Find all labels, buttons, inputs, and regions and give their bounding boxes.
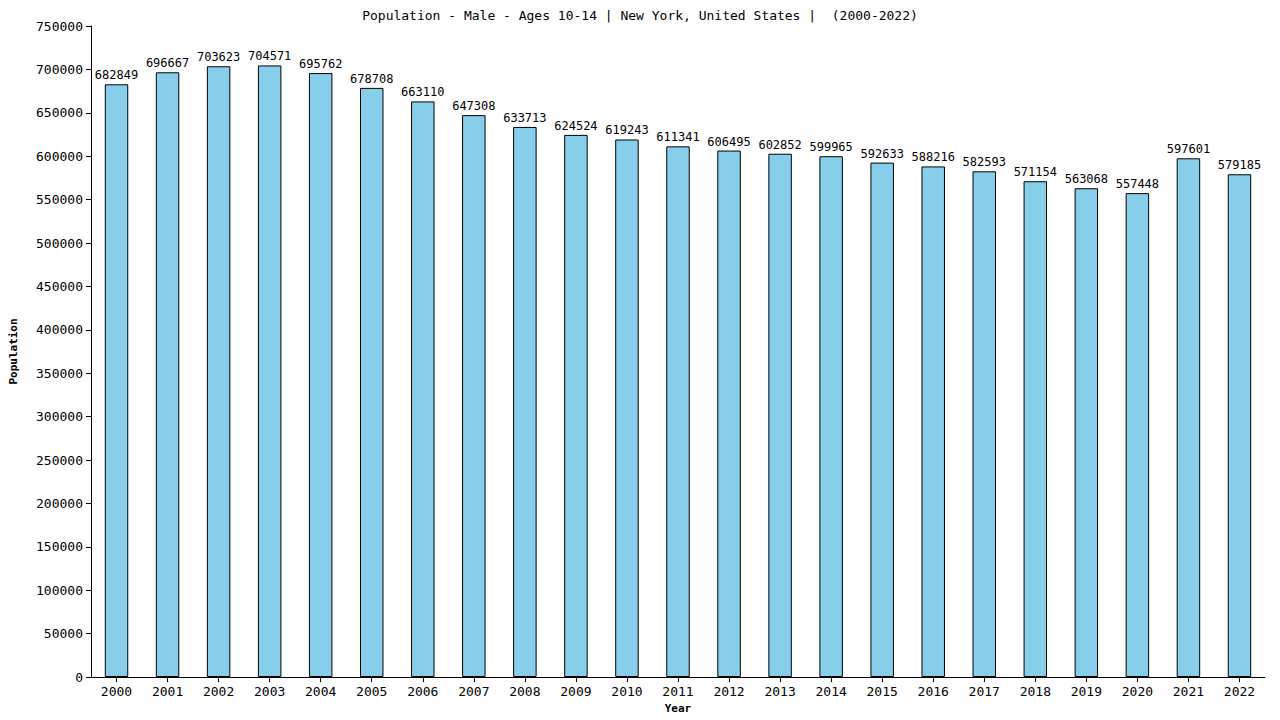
svg-text:2021: 2021: [1173, 684, 1204, 699]
svg-text:Year: Year: [665, 702, 692, 715]
svg-text:663110: 663110: [401, 85, 444, 99]
svg-text:50000: 50000: [44, 626, 83, 641]
svg-text:2008: 2008: [509, 684, 540, 699]
svg-text:2001: 2001: [152, 684, 183, 699]
svg-text:624524: 624524: [554, 119, 597, 133]
svg-text:602852: 602852: [758, 138, 801, 152]
svg-text:2003: 2003: [254, 684, 285, 699]
svg-text:2007: 2007: [458, 684, 489, 699]
svg-text:2002: 2002: [203, 684, 234, 699]
svg-text:0: 0: [75, 670, 83, 685]
svg-text:2016: 2016: [918, 684, 949, 699]
svg-text:300000: 300000: [36, 409, 83, 424]
svg-text:588216: 588216: [912, 150, 955, 164]
svg-text:2012: 2012: [713, 684, 744, 699]
svg-text:650000: 650000: [36, 105, 83, 120]
svg-text:606495: 606495: [707, 135, 750, 149]
svg-text:2019: 2019: [1071, 684, 1102, 699]
svg-text:750000: 750000: [36, 19, 83, 34]
svg-text:592633: 592633: [860, 147, 903, 161]
svg-text:150000: 150000: [36, 539, 83, 554]
svg-text:703623: 703623: [197, 50, 240, 64]
svg-text:582593: 582593: [963, 155, 1006, 169]
svg-text:250000: 250000: [36, 453, 83, 468]
svg-text:597601: 597601: [1167, 142, 1210, 156]
svg-text:2004: 2004: [305, 684, 336, 699]
svg-text:563068: 563068: [1065, 172, 1108, 186]
svg-text:Population: Population: [7, 318, 20, 384]
svg-text:200000: 200000: [36, 496, 83, 511]
svg-text:2015: 2015: [867, 684, 898, 699]
svg-text:500000: 500000: [36, 236, 83, 251]
svg-text:647308: 647308: [452, 99, 495, 113]
svg-text:2011: 2011: [662, 684, 693, 699]
svg-text:2017: 2017: [969, 684, 1000, 699]
svg-text:Population - Male - Ages 10-14: Population - Male - Ages 10-14 | New Yor…: [362, 8, 918, 23]
svg-text:704571: 704571: [248, 49, 291, 63]
svg-text:678708: 678708: [350, 72, 393, 86]
svg-text:2005: 2005: [356, 684, 387, 699]
svg-text:2006: 2006: [407, 684, 438, 699]
svg-text:619243: 619243: [605, 123, 648, 137]
svg-text:695762: 695762: [299, 57, 342, 71]
svg-text:599965: 599965: [809, 140, 852, 154]
svg-text:579185: 579185: [1218, 158, 1261, 172]
svg-text:2000: 2000: [101, 684, 132, 699]
svg-text:2010: 2010: [611, 684, 642, 699]
svg-text:2014: 2014: [815, 684, 846, 699]
svg-text:100000: 100000: [36, 583, 83, 598]
svg-text:633713: 633713: [503, 111, 546, 125]
svg-text:611341: 611341: [656, 130, 699, 144]
svg-text:2013: 2013: [764, 684, 795, 699]
svg-text:400000: 400000: [36, 322, 83, 337]
svg-text:350000: 350000: [36, 366, 83, 381]
svg-text:450000: 450000: [36, 279, 83, 294]
svg-text:557448: 557448: [1116, 177, 1159, 191]
svg-text:2022: 2022: [1224, 684, 1255, 699]
svg-text:682849: 682849: [95, 68, 138, 82]
svg-text:700000: 700000: [36, 62, 83, 77]
svg-text:600000: 600000: [36, 149, 83, 164]
svg-text:550000: 550000: [36, 192, 83, 207]
svg-text:2018: 2018: [1020, 684, 1051, 699]
svg-text:2009: 2009: [560, 684, 591, 699]
svg-text:696667: 696667: [146, 56, 189, 70]
svg-text:2020: 2020: [1122, 684, 1153, 699]
svg-text:571154: 571154: [1014, 165, 1057, 179]
